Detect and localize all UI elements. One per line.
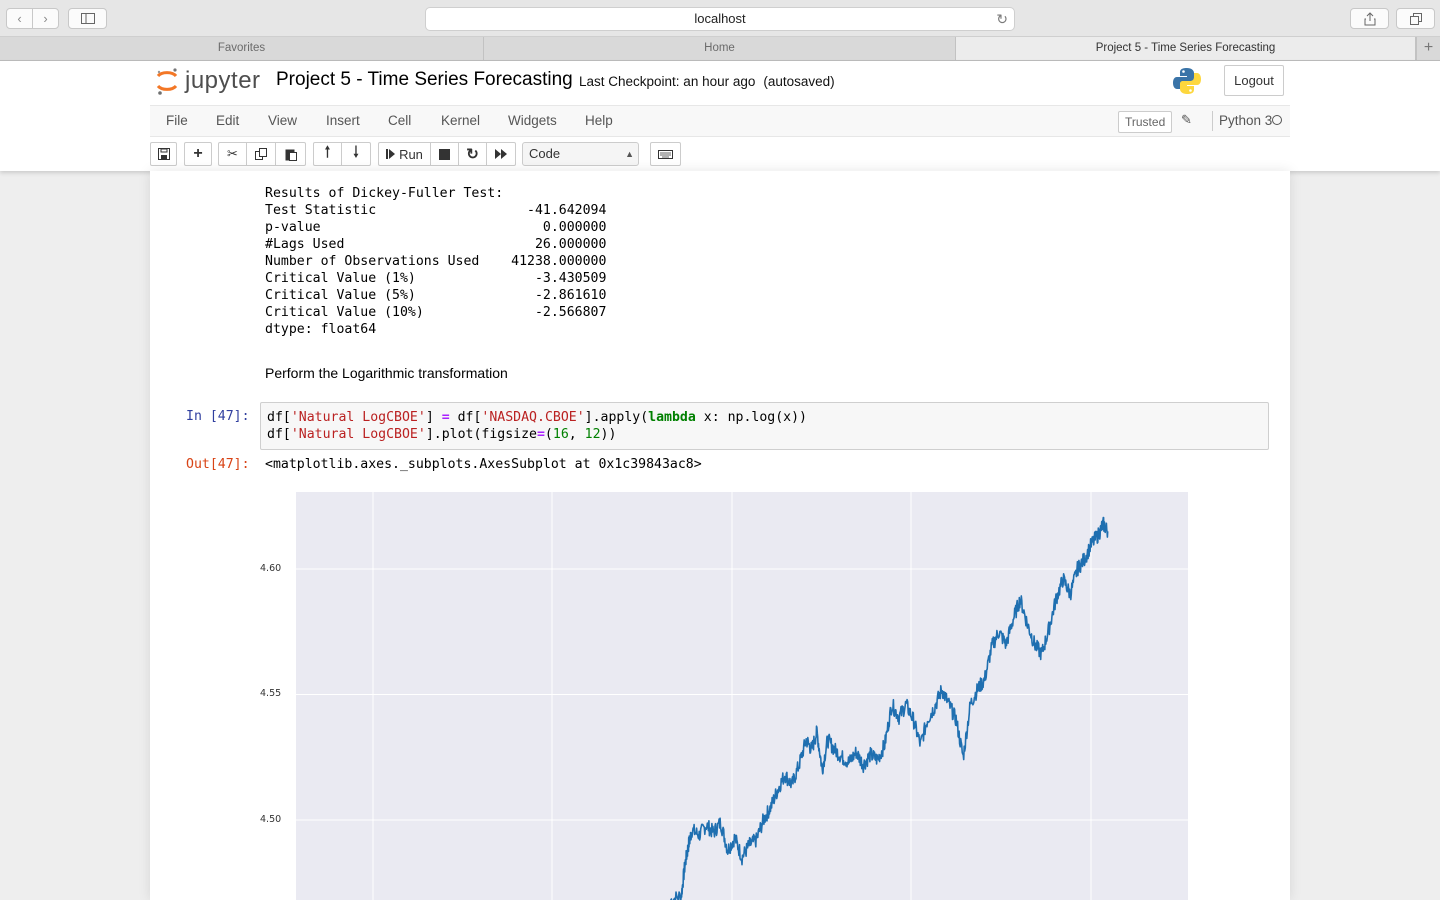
- checkpoint-status: Last Checkpoint: an hour ago (autosaved): [579, 74, 835, 89]
- tab-home[interactable]: Home: [484, 37, 956, 60]
- forward-button[interactable]: ›: [32, 8, 59, 29]
- notebook-toolbar: + ✂ 🠑 🠓 Run ↻ Code ▲▼: [150, 140, 1290, 181]
- move-down-button[interactable]: 🠓: [341, 142, 371, 166]
- series-line: [669, 516, 1109, 900]
- move-up-button[interactable]: 🠑: [313, 142, 342, 166]
- tab-project[interactable]: Project 5 - Time Series Forecasting: [956, 37, 1416, 60]
- chevron-left-icon: ‹: [17, 11, 22, 26]
- input-prompt: In [47]:: [186, 409, 250, 424]
- jupyter-logo[interactable]: jupyter: [155, 67, 261, 95]
- plus-icon: +: [193, 145, 203, 162]
- reload-icon[interactable]: ↻: [996, 11, 1008, 27]
- output-prompt: Out[47]:: [186, 457, 250, 472]
- plus-icon: +: [1423, 39, 1434, 56]
- menu-kernel[interactable]: Kernel: [441, 113, 481, 128]
- keyboard-icon: [658, 149, 673, 159]
- copy-button[interactable]: [246, 142, 276, 166]
- scissors-icon: ✂: [227, 146, 238, 161]
- restart-icon: ↻: [466, 146, 479, 163]
- menu-view[interactable]: View: [268, 113, 298, 128]
- python-logo: [1172, 66, 1202, 101]
- share-button[interactable]: [1350, 8, 1389, 29]
- tab-overview-button[interactable]: [1396, 8, 1435, 29]
- menu-widgets[interactable]: Widgets: [508, 113, 557, 128]
- kernel-status-icon: [1272, 115, 1282, 125]
- code-line-1: df['Natural LogCBOE'] = df['NASDAQ.CBOE'…: [267, 410, 807, 425]
- interrupt-button[interactable]: [430, 142, 459, 166]
- chevron-right-icon: ›: [43, 11, 48, 26]
- trusted-badge[interactable]: Trusted: [1118, 111, 1173, 133]
- browser-toolbar: ‹ › localhost ↻: [0, 0, 1440, 37]
- tab-label: Project 5 - Time Series Forecasting: [1095, 42, 1276, 54]
- floppy-icon: [157, 148, 170, 160]
- tab-label: Home: [704, 42, 735, 54]
- pencil-icon[interactable]: ✎: [1181, 112, 1192, 127]
- restart-run-all-button[interactable]: [486, 142, 516, 166]
- jupyter-logo-icon: [156, 68, 178, 95]
- menu-file[interactable]: File: [166, 113, 188, 128]
- arrow-up-icon: 🠑: [324, 143, 331, 161]
- checkpoint-text: Last Checkpoint: an hour ago: [579, 74, 756, 89]
- run-label: Run: [399, 146, 423, 162]
- ytick-label: 4.50: [260, 814, 282, 825]
- ytick-label: 4.60: [260, 563, 282, 574]
- logout-button[interactable]: Logout: [1224, 65, 1284, 96]
- tab-favorites[interactable]: Favorites: [0, 37, 484, 60]
- menu-help[interactable]: Help: [585, 113, 613, 128]
- menu-insert[interactable]: Insert: [326, 113, 360, 128]
- command-palette-button[interactable]: [650, 142, 681, 166]
- menu-bar: File Edit View Insert Cell Kernel Widget…: [150, 105, 1290, 137]
- url-text: localhost: [694, 11, 746, 26]
- notebook-title[interactable]: Project 5 - Time Series Forecasting: [276, 69, 573, 90]
- tabs-icon: [1409, 12, 1422, 25]
- tab-bar: Favorites Home Project 5 - Time Series F…: [0, 37, 1440, 61]
- back-button[interactable]: ‹: [6, 8, 33, 29]
- fast-forward-icon: [494, 149, 507, 159]
- cell-type-select[interactable]: Code ▲▼: [522, 142, 639, 181]
- ytick-label: 4.55: [260, 688, 282, 699]
- paste-icon: [285, 149, 297, 161]
- step-forward-icon: [386, 149, 396, 159]
- autosave-text: (autosaved): [763, 74, 835, 89]
- code-line-2: df['Natural LogCBOE'].plot(figsize=(16, …: [267, 427, 617, 442]
- share-icon: [1364, 11, 1375, 25]
- markdown-cell[interactable]: Perform the Logarithmic transformation: [265, 365, 508, 381]
- dickey-fuller-output: Results of Dickey-Fuller Test: Test Stat…: [265, 186, 607, 337]
- new-tab-button[interactable]: +: [1416, 37, 1440, 60]
- kernel-name[interactable]: Python 3: [1212, 111, 1272, 131]
- sidebar-toggle-button[interactable]: [68, 8, 107, 29]
- insert-cell-button[interactable]: +: [184, 142, 212, 166]
- code-cell[interactable]: df['Natural LogCBOE'] = df['NASDAQ.CBOE'…: [260, 402, 1269, 450]
- python-icon: [1173, 68, 1201, 94]
- output-repr: <matplotlib.axes._subplots.AxesSubplot a…: [265, 457, 702, 472]
- paste-button[interactable]: [275, 142, 306, 166]
- run-button[interactable]: Run: [378, 142, 431, 166]
- line-chart: [296, 492, 1188, 900]
- jupyter-logo-text: jupyter: [185, 67, 261, 94]
- restart-button[interactable]: ↻: [458, 142, 487, 166]
- arrow-down-icon: 🠓: [353, 143, 359, 161]
- menu-cell[interactable]: Cell: [388, 113, 412, 128]
- tab-label: Favorites: [217, 42, 266, 54]
- cut-button[interactable]: ✂: [218, 142, 247, 166]
- stop-icon: [439, 148, 450, 160]
- cell-type-value: Code: [529, 146, 561, 161]
- sidebar-icon: [80, 13, 95, 24]
- copy-icon: [255, 148, 267, 160]
- notebook-container: Results of Dickey-Fuller Test: Test Stat…: [150, 171, 1290, 900]
- address-bar[interactable]: localhost ↻: [425, 7, 1015, 31]
- save-button[interactable]: [150, 142, 177, 166]
- menu-edit[interactable]: Edit: [216, 113, 240, 128]
